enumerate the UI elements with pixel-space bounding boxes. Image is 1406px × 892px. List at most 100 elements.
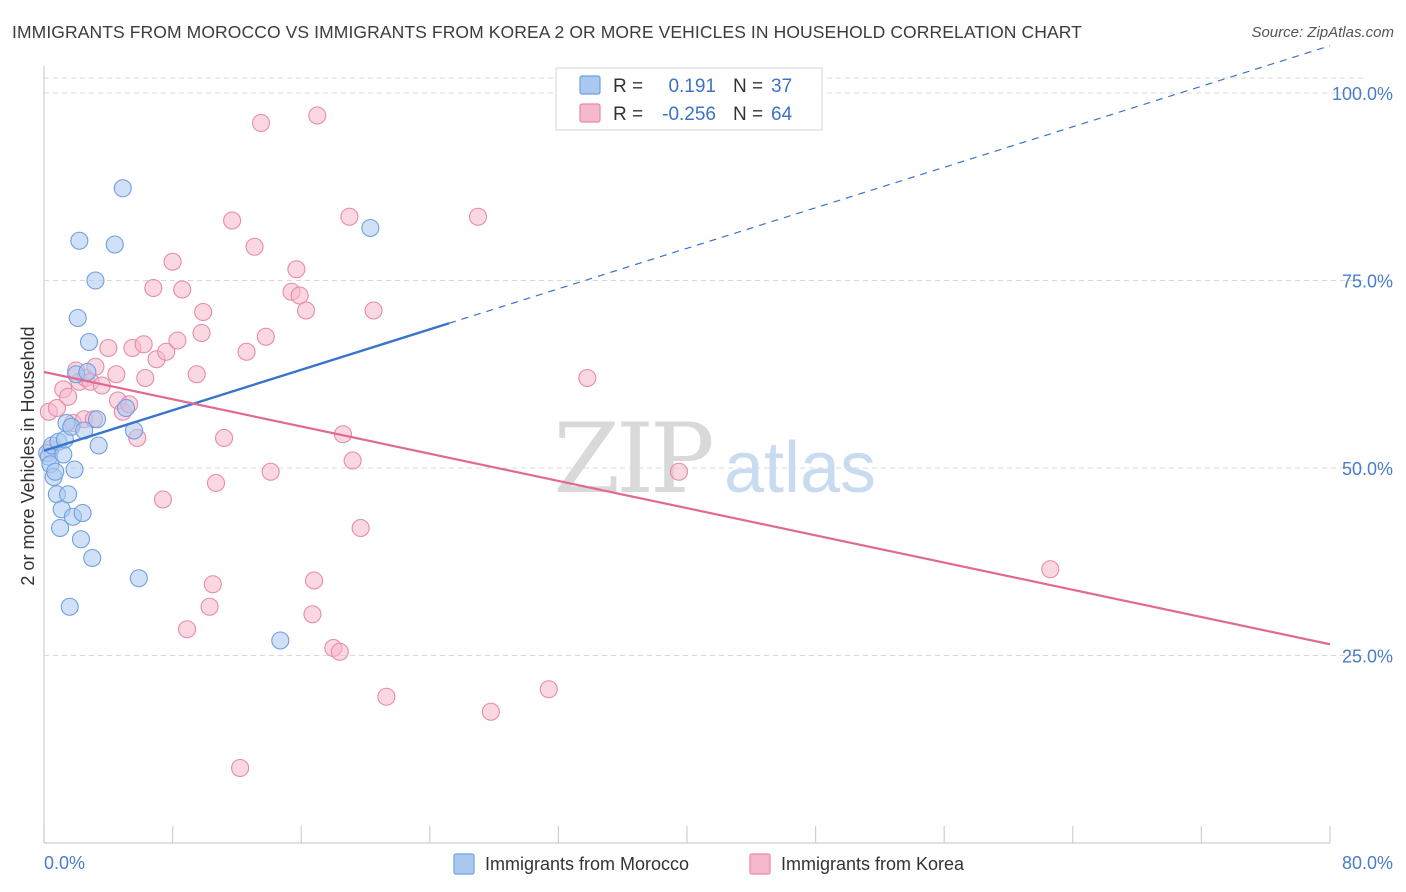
korea-point-49 xyxy=(303,605,322,624)
korea-point-65 xyxy=(1041,560,1060,579)
korea-point-33 xyxy=(194,302,213,322)
korea-point-27 xyxy=(163,252,182,271)
morocco-point-13 xyxy=(59,485,78,504)
korea-point-29 xyxy=(173,280,192,299)
korea-point-61 xyxy=(481,702,500,721)
korea-point-22 xyxy=(136,368,155,388)
morocco-point-28 xyxy=(87,410,107,429)
korea-point-53 xyxy=(330,642,349,661)
chart-title: IMMIGRANTS FROM MOROCCO VS IMMIGRANTS FR… xyxy=(12,22,1082,42)
morocco-point-5 xyxy=(46,462,65,481)
morocco-point-31 xyxy=(113,179,132,198)
morocco-point-8 xyxy=(51,518,70,538)
korea-point-40 xyxy=(237,342,256,361)
stats-morocco-n-value: 37 xyxy=(771,76,792,97)
korea-point-42 xyxy=(251,113,271,133)
korea-point-57 xyxy=(351,518,370,538)
korea-point-58 xyxy=(364,301,383,320)
korea-point-23 xyxy=(144,278,163,298)
stats-morocco-r-label: R = xyxy=(613,76,643,97)
morocco-point-34 xyxy=(129,569,148,588)
x-tick-label-max: 80.0% xyxy=(1342,853,1393,873)
korea-point-26 xyxy=(157,342,176,361)
gridlines xyxy=(44,77,1366,656)
stats-korea-r-value: -0.256 xyxy=(662,104,716,125)
legend-morocco-swatch xyxy=(453,853,475,875)
korea-point-60 xyxy=(468,207,488,226)
watermark-zip: ZIP xyxy=(553,403,712,515)
korea-point-2 xyxy=(47,398,66,418)
stats-box: R = 0.191 N = 37 R = -0.256 N = 64 xyxy=(555,67,823,131)
morocco-point-10 xyxy=(54,445,73,464)
korea-point-36 xyxy=(206,473,226,493)
morocco-point-19 xyxy=(68,308,87,328)
korea-point-50 xyxy=(305,571,324,590)
morocco-point-24 xyxy=(78,362,97,382)
korea-point-21 xyxy=(134,335,153,354)
legend: Immigrants from Morocco Immigrants from … xyxy=(453,853,965,875)
trend-line-morocco-extension xyxy=(448,45,1331,324)
morocco-point-36 xyxy=(361,218,380,238)
korea-point-37 xyxy=(214,428,234,448)
morocco-point-29 xyxy=(89,436,108,455)
korea-point-35 xyxy=(203,575,222,594)
korea-point-43 xyxy=(256,327,275,346)
y-tick-label-3: 100.0% xyxy=(1332,84,1393,104)
morocco-point-30 xyxy=(105,235,124,254)
korea-point-4 xyxy=(59,387,78,406)
stats-morocco-n-label: N = xyxy=(733,76,763,97)
y-tick-label-1: 50.0% xyxy=(1342,459,1393,479)
korea-point-47 xyxy=(290,286,309,305)
korea-point-25 xyxy=(153,490,173,509)
y-tick-label-2: 75.0% xyxy=(1342,272,1393,292)
korea-point-44 xyxy=(261,462,280,481)
stats-korea-n-label: N = xyxy=(733,104,763,125)
korea-point-30 xyxy=(178,620,197,639)
korea-point-39 xyxy=(231,758,250,778)
stats-korea-n-value: 64 xyxy=(771,104,793,125)
trend-lines xyxy=(43,45,1331,646)
morocco-point-17 xyxy=(65,460,84,479)
legend-korea-label: Immigrants from Korea xyxy=(781,854,965,874)
korea-point-59 xyxy=(377,687,396,706)
korea-point-34 xyxy=(200,597,219,616)
morocco-point-25 xyxy=(79,332,99,352)
x-tick-label-min: 0.0% xyxy=(44,853,85,873)
trend-line-morocco xyxy=(43,322,450,452)
morocco-point-27 xyxy=(86,271,105,290)
korea-point-14 xyxy=(99,338,118,358)
series-morocco-points xyxy=(38,179,380,650)
series-korea-points xyxy=(39,106,1060,778)
trend-line-korea xyxy=(43,370,1331,646)
stats-morocco-r-value: 0.191 xyxy=(668,76,716,97)
stats-morocco-swatch xyxy=(579,75,601,95)
korea-point-51 xyxy=(308,106,327,125)
morocco-point-32 xyxy=(116,398,136,418)
korea-point-55 xyxy=(340,207,359,226)
y-tick-labels: 25.0% 50.0% 75.0% 100.0% xyxy=(1332,84,1393,667)
korea-point-38 xyxy=(223,211,242,230)
watermark-atlas: atlas xyxy=(724,428,876,508)
korea-point-63 xyxy=(578,368,597,388)
korea-point-15 xyxy=(107,365,126,384)
morocco-point-21 xyxy=(71,530,91,549)
stats-korea-r-label: R = xyxy=(613,104,643,125)
korea-point-31 xyxy=(187,365,206,384)
korea-point-64 xyxy=(669,462,689,481)
legend-korea-swatch xyxy=(749,853,771,875)
korea-point-62 xyxy=(539,680,558,699)
morocco-point-26 xyxy=(83,548,102,568)
morocco-point-22 xyxy=(73,503,92,523)
korea-point-28 xyxy=(168,331,187,350)
korea-point-41 xyxy=(245,237,264,256)
stats-korea-swatch xyxy=(579,103,601,123)
legend-morocco-label: Immigrants from Morocco xyxy=(485,854,689,874)
y-axis-label: 2 or more Vehicles in Household xyxy=(18,326,38,585)
korea-point-56 xyxy=(343,451,362,470)
morocco-point-14 xyxy=(60,597,79,616)
y-tick-label-0: 25.0% xyxy=(1342,647,1393,667)
morocco-point-35 xyxy=(271,631,290,650)
morocco-point-20 xyxy=(70,231,89,250)
korea-point-32 xyxy=(192,323,211,343)
